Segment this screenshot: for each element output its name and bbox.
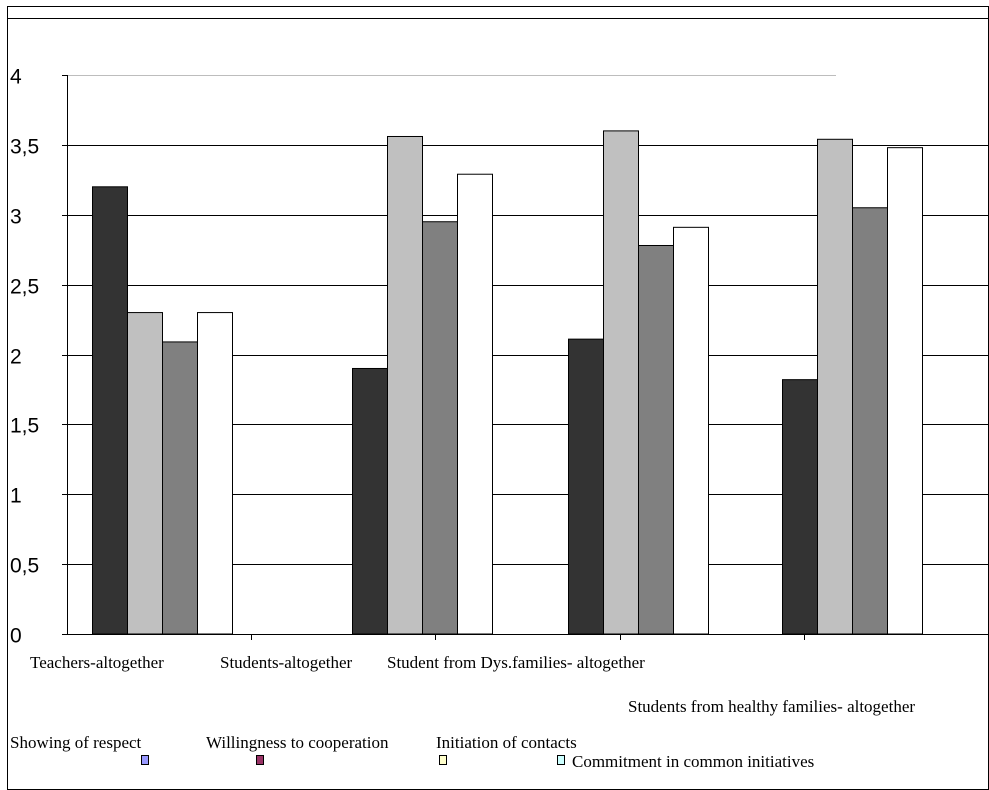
x-category-label: Students from healthy families- altogeth…: [628, 697, 915, 716]
y-tick-label: 1: [10, 485, 22, 508]
axes: [62, 75, 988, 640]
legend-label: Showing of respect: [10, 733, 142, 752]
bar: [673, 226, 709, 635]
bar: [422, 221, 458, 635]
bar: [92, 186, 128, 635]
y-tick-labels: 0 0,5 1 1,5 2 2,5 3 3,5 4: [10, 66, 39, 648]
y-tick-label: 0,5: [10, 555, 39, 578]
bar: [568, 338, 604, 635]
legend-swatch: [256, 755, 264, 765]
legend-label: Initiation of contacts: [436, 733, 577, 752]
y-tick-label: 0: [10, 625, 22, 648]
bar: [638, 244, 674, 635]
bar: [457, 173, 493, 635]
y-tick-label: 2,5: [10, 276, 39, 299]
legend-swatch: [141, 755, 149, 765]
x-category-label: Student from Dys.families- altogether: [387, 653, 645, 672]
bar: [782, 379, 818, 635]
bar: [352, 367, 388, 635]
bar: [162, 341, 198, 635]
y-tick-label: 1,5: [10, 415, 39, 438]
legend: Showing of respect Willingness to coopera…: [10, 733, 814, 771]
y-tick-label: 3,5: [10, 136, 39, 159]
bar: [852, 207, 888, 635]
bars: [92, 130, 923, 635]
bar: [127, 312, 163, 635]
bar: [603, 130, 639, 635]
x-category-label: Students-altogether: [220, 653, 353, 672]
y-tick-label: 2: [10, 346, 22, 369]
legend-swatch: [557, 755, 565, 765]
x-tick-labels: Teachers-altogether Students-altogether St…: [30, 653, 915, 716]
y-tick-label: 3: [10, 206, 22, 229]
bar: [887, 147, 923, 635]
legend-label: Commitment in common initiatives: [572, 752, 814, 771]
y-tick-label: 4: [10, 66, 22, 89]
legend-label: Willingness to cooperation: [206, 733, 389, 752]
bar: [387, 135, 423, 635]
bar: [197, 312, 233, 635]
legend-swatch: [439, 755, 447, 765]
bar: [817, 138, 853, 635]
x-category-label: Teachers-altogether: [30, 653, 164, 672]
